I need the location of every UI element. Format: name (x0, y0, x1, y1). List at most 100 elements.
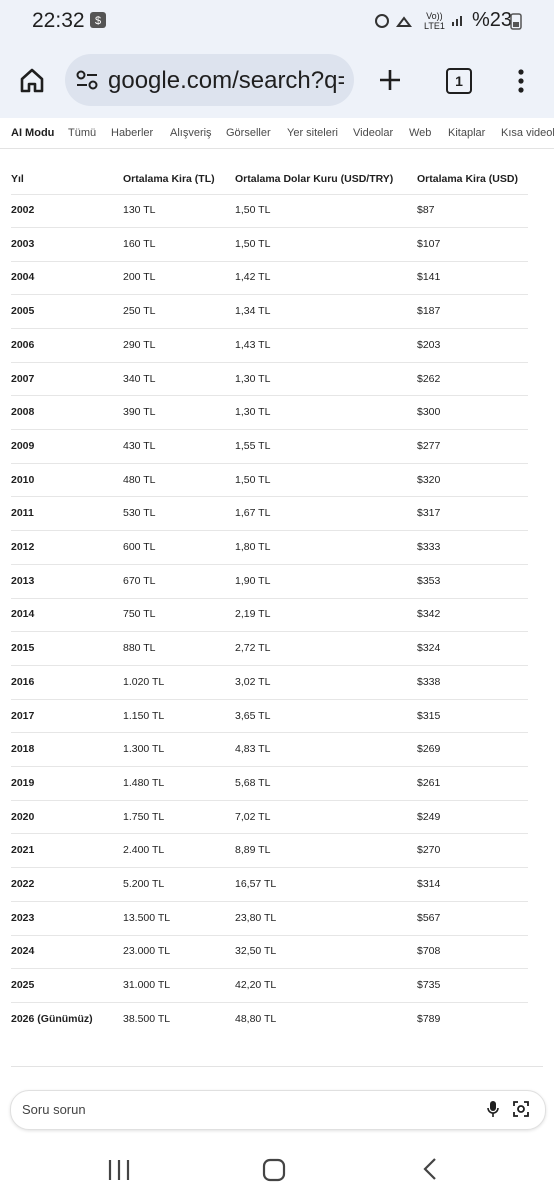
table-cell: 1.750 TL (123, 810, 165, 823)
table-cell: 5,68 TL (235, 776, 271, 789)
address-bar[interactable] (65, 54, 354, 106)
table-cell: 1,34 TL (235, 305, 271, 318)
divider (11, 1066, 543, 1067)
search-tab[interactable]: Tümü (68, 127, 97, 139)
year-cell: 2016 (11, 675, 35, 688)
clock: 22:32 (32, 9, 85, 32)
table-cell: 1,67 TL (235, 507, 271, 520)
search-tab[interactable]: AI Modu (11, 127, 55, 139)
table-cell: $87 (417, 204, 435, 216)
table-cell: 3,02 TL (235, 675, 271, 688)
year-cell: 2006 (11, 338, 35, 351)
url[interactable]: google.com/search?q= (108, 67, 344, 94)
table-cell: 1,30 TL (235, 406, 271, 419)
table-cell: 1,30 TL (235, 372, 271, 385)
status-icons (375, 14, 412, 28)
row-line (11, 395, 528, 397)
table-cell: $342 (417, 608, 441, 621)
row-line (11, 698, 528, 700)
table-cell: 1,50 TL (235, 204, 271, 216)
recents-button[interactable] (108, 1160, 130, 1180)
table-cell: 670 TL (123, 574, 156, 587)
status-bar: 22:32 $ Vo)) LTE1 %23 (0, 0, 554, 40)
table-cell: $300 (417, 406, 441, 419)
table-cell: 2,19 TL (235, 608, 271, 621)
row-line (11, 1001, 528, 1003)
browser-header: 22:32 $ Vo)) LTE1 %23 google.com/search?q… (0, 0, 554, 118)
nav-bar (108, 1158, 436, 1182)
ask-input[interactable] (10, 1090, 546, 1130)
site-settings-icon[interactable] (76, 70, 98, 90)
table-cell: 2,72 TL (235, 642, 271, 655)
year-cell: 2018 (11, 743, 35, 756)
home-nav-button[interactable] (262, 1158, 286, 1182)
table-cell: $708 (417, 945, 441, 958)
year-cell: 2012 (11, 541, 35, 553)
search-tab[interactable]: Videolar (353, 127, 394, 139)
search-tab[interactable]: Yer siteleri (287, 127, 338, 139)
table-cell: 250 TL (123, 305, 156, 318)
search-tab[interactable]: Web (409, 127, 432, 139)
table-cell: $567 (417, 911, 441, 924)
battery-icon (510, 13, 522, 30)
year-cell: 2010 (11, 473, 35, 486)
table-cell: 1.150 TL (123, 709, 165, 722)
year-cell: 2011 (11, 507, 34, 520)
row-line (11, 194, 528, 195)
table-cell: $320 (417, 473, 441, 486)
table-cell: 880 TL (123, 642, 156, 655)
year-cell: 2003 (11, 237, 35, 250)
column-header: Ortalama Kira (TL) (123, 173, 215, 185)
search-tab[interactable]: Haberler (111, 127, 154, 139)
year-cell: 2002 (11, 204, 35, 216)
year-cell: 2021 (11, 844, 35, 857)
input-placeholder[interactable]: Soru sorun (22, 1102, 86, 1117)
row-line (11, 631, 528, 633)
year-cell: 2019 (11, 776, 35, 789)
table-cell: $277 (417, 439, 441, 452)
search-tab[interactable]: Kitaplar (448, 127, 486, 139)
tab-count[interactable]: 1 (446, 68, 472, 94)
table-cell: 1,90 TL (235, 574, 271, 587)
table-cell: 1.480 TL (123, 776, 165, 789)
menu-button[interactable] (514, 68, 528, 94)
lens-button[interactable] (512, 1100, 530, 1118)
table-cell: $269 (417, 743, 441, 756)
table-cell: 32,50 TL (235, 945, 277, 958)
volte: Vo)) (426, 11, 443, 21)
table-cell: $324 (417, 642, 441, 655)
table-cell: 130 TL (123, 204, 156, 216)
table-cell: 23,80 TL (235, 911, 277, 924)
year-cell: 2024 (11, 945, 35, 958)
table-cell: 530 TL (123, 507, 156, 520)
table-cell: $353 (417, 574, 441, 587)
table-cell: 200 TL (123, 271, 156, 284)
table-cell: 1.300 TL (123, 743, 165, 756)
table-cell: 1.020 TL (123, 675, 165, 688)
year-cell: 2026 (Günümüz) (11, 1012, 93, 1025)
search-tab[interactable]: Görseller (226, 127, 271, 139)
row-line (11, 496, 528, 498)
search-tab[interactable]: Alışveriş (170, 127, 212, 139)
row-line (11, 294, 528, 296)
table-cell: 340 TL (123, 372, 156, 385)
table-cell: 5.200 TL (123, 878, 165, 890)
table-cell: $317 (417, 507, 441, 520)
table-cell: $314 (417, 878, 441, 890)
row-line (11, 968, 528, 970)
new-tab-button[interactable] (378, 68, 402, 92)
table-cell: 750 TL (123, 608, 156, 621)
mic-button[interactable] (486, 1100, 500, 1118)
table-cell: 480 TL (123, 473, 156, 486)
back-button[interactable] (423, 1158, 436, 1180)
table-cell: $735 (417, 979, 441, 992)
home-button[interactable] (18, 66, 46, 94)
year-cell: 2008 (11, 406, 35, 419)
row-line (11, 799, 528, 801)
battery: %23 (472, 9, 513, 31)
table-cell: $203 (417, 338, 441, 351)
signal-icon (452, 16, 462, 26)
search-tab[interactable]: Kısa videolar (501, 127, 554, 139)
